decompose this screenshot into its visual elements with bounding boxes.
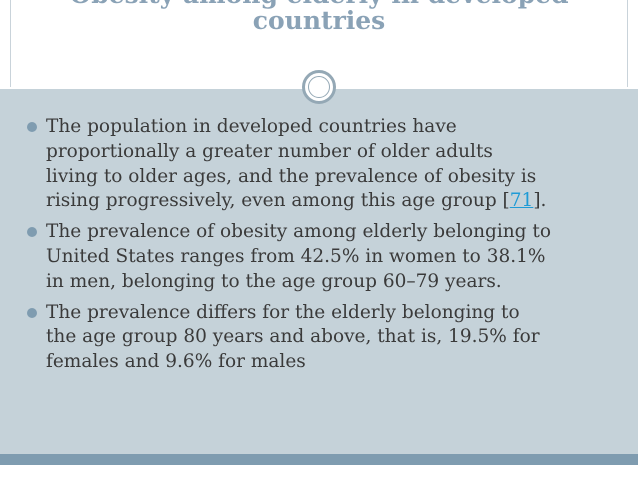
bullet-item-eighty-plus: The prevalence differs for the elderly b… — [0, 301, 638, 375]
bullet-line: the age group 80 years and above, that i… — [46, 326, 540, 348]
bullet-line: The population in developed countries ha… — [46, 116, 457, 137]
bullet-dot-icon — [27, 307, 37, 318]
slide-title-line-1: Obesity among elderly in developed — [0, 0, 638, 10]
bullet-item-population: The population in developed countries ha… — [0, 115, 638, 214]
slide-title-line-2: countries — [252, 6, 386, 35]
bullet-line: The prevalence differs for the elderly b… — [46, 301, 520, 323]
content-panel: The population in developed countries ha… — [0, 87, 638, 454]
title-box — [10, 0, 628, 87]
bullet-line: females and 9.6% for males — [46, 351, 306, 373]
circle-ornament-icon — [302, 70, 336, 104]
bullet-list: The population in developed countries ha… — [0, 115, 638, 381]
bullet-line: United States ranges from 42.5% in women… — [46, 245, 546, 267]
bullet-line: proportionally a greater number of older… — [46, 140, 493, 162]
bottom-accent-bar — [0, 454, 638, 465]
bullet-line: The prevalence of obesity among elderly … — [46, 221, 551, 243]
bullet-line-with-reference: rising progressively, even among this ag… — [46, 189, 620, 214]
bullet-line-text: rising progressively, even among this ag… — [46, 190, 510, 212]
bullet-dot-icon — [27, 227, 37, 238]
bullet-item-united-states: The prevalence of obesity among elderly … — [0, 220, 638, 294]
reference-link[interactable]: 71 — [509, 190, 534, 212]
bullet-line: living to older ages, and the prevalence… — [46, 165, 537, 187]
bullet-line: in men, belonging to the age group 60–79… — [46, 270, 502, 292]
bullet-dot-icon — [27, 122, 37, 132]
bullet-line-text-end: ]. — [533, 190, 547, 212]
